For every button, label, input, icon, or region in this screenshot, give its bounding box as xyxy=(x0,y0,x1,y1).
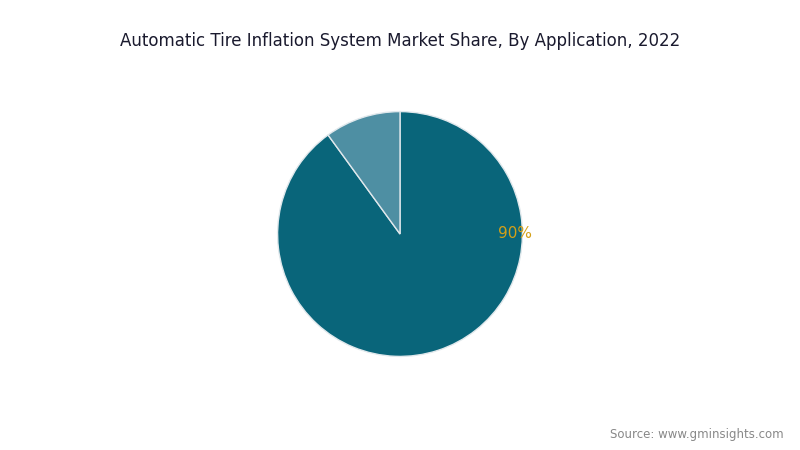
Wedge shape xyxy=(328,112,400,234)
Text: Source: www.gminsights.com: Source: www.gminsights.com xyxy=(610,428,784,441)
Wedge shape xyxy=(278,112,522,356)
Text: Automatic Tire Inflation System Market Share, By Application, 2022: Automatic Tire Inflation System Market S… xyxy=(120,32,680,50)
Legend: Commercial Vehicle, Passenger Vehicle: Commercial Vehicle, Passenger Vehicle xyxy=(212,445,588,450)
Text: 90%: 90% xyxy=(498,226,532,242)
